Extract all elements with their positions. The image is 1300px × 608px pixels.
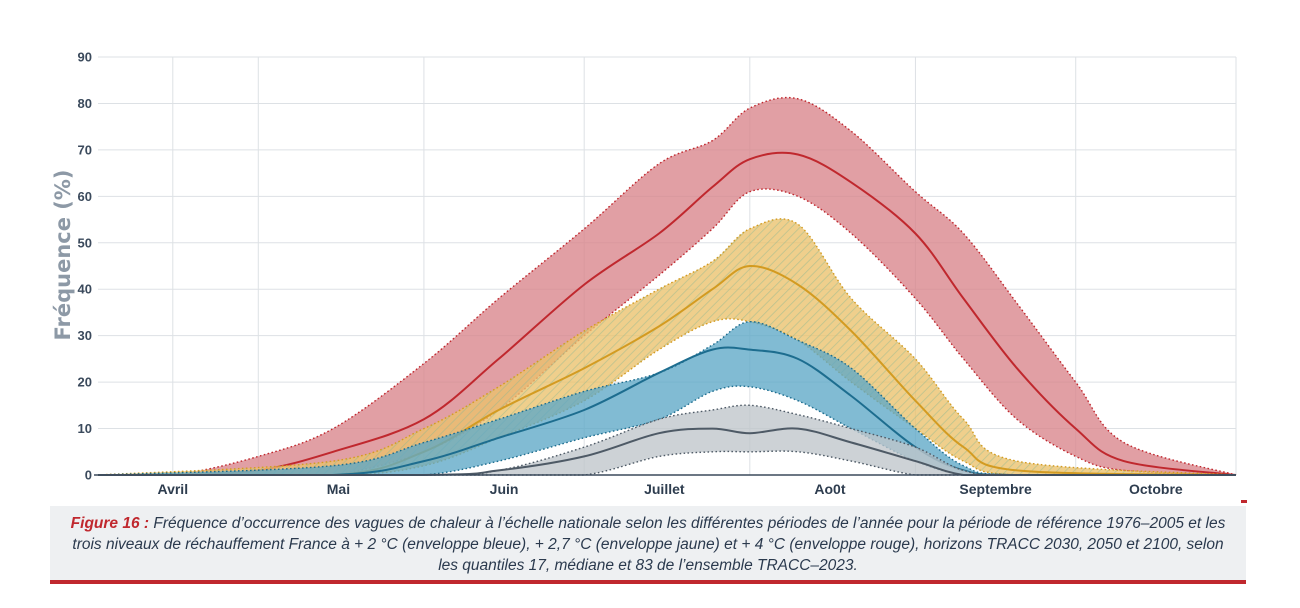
y-tick-label: 60 [78,189,92,204]
envelope-band [98,321,1236,475]
y-tick-label: 10 [78,421,92,436]
y-tick-label: 0 [85,468,92,483]
figure-caption: Figure 16 : Fréquence d’occurrence des v… [50,506,1246,584]
month-label: Ao0t [814,481,845,497]
envelope-hatch [98,218,1236,475]
month-label: Avril [157,481,188,497]
y-tick-label: 80 [78,96,92,111]
month-label: Septembre [959,481,1032,497]
envelope-band [98,405,1236,475]
month-label: Octobre [1129,481,1183,497]
quantile-83-line [97,320,1236,476]
y-tick-label: 30 [78,328,92,343]
caption-label: Figure 16 : [70,515,150,532]
quantile-83-line [97,96,1237,476]
y-tick-label: 50 [78,235,92,250]
envelope-band [98,97,1236,475]
corner-mark [1241,500,1247,503]
y-tick-label: 20 [78,375,92,390]
axes: Fréquence (%) [51,169,1236,476]
month-label: Mai [327,481,350,497]
y-tick-label: 90 [78,50,92,65]
caption-text: Fréquence d’occurrence des vagues de cha… [72,515,1226,574]
y-tick-label: 40 [78,282,92,297]
month-label: Juin [490,481,519,497]
median-line [97,151,1237,477]
series-layer [97,96,1237,477]
y-tick-label: 70 [78,142,92,157]
tick-labels: 0 10 20 30 40 50 60 70 80 90 Avril Mai Juin Juillet Ao… [78,50,1183,498]
month-label: Juillet [644,481,685,497]
y-axis-title: Fréquence (%) [51,169,75,340]
quantile-83-line [97,404,1236,476]
